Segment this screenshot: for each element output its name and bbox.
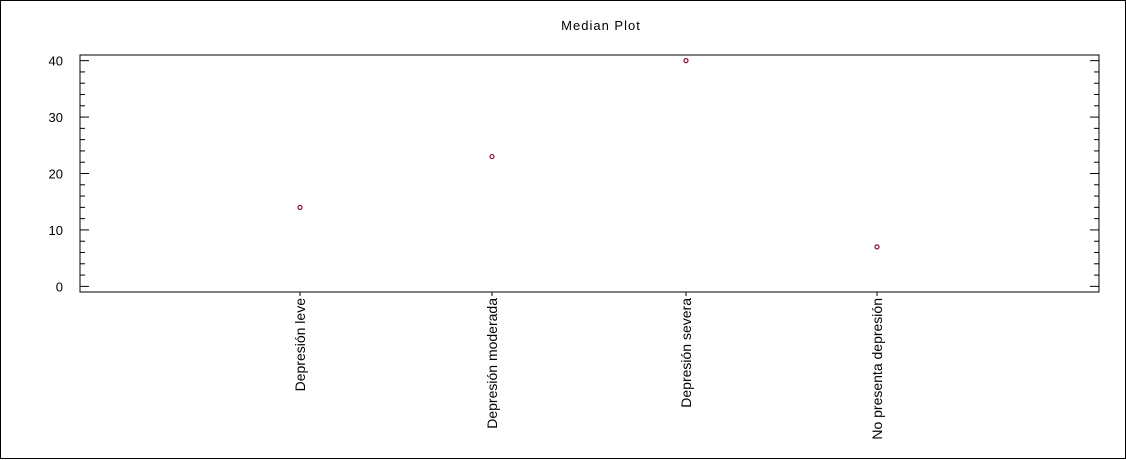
y-tick-labels: 0 10 20 30 40	[49, 54, 63, 295]
y-tick-label: 10	[49, 223, 63, 238]
median-point	[297, 204, 303, 210]
chart-title: Median Plot	[561, 18, 641, 33]
x-category-label: Depresión leve	[292, 298, 308, 392]
y-tick-label: 30	[49, 110, 63, 125]
plot-area	[79, 54, 1100, 293]
x-category-label: Depresión severa	[678, 298, 694, 408]
y-tick-label: 20	[49, 167, 63, 182]
y-tick-label: 40	[49, 54, 63, 69]
median-markers	[297, 58, 880, 250]
median-point	[874, 244, 880, 250]
median-point	[489, 153, 495, 160]
x-tick-labels: Depresión leve Depresión moderada Depresió…	[292, 298, 885, 440]
x-category-label: Depresión moderada	[484, 298, 500, 429]
axis-ticks	[80, 60, 1099, 296]
median-point	[683, 58, 689, 64]
y-tick-label: 0	[56, 279, 63, 294]
x-category-label: No presenta depresión	[869, 298, 885, 440]
